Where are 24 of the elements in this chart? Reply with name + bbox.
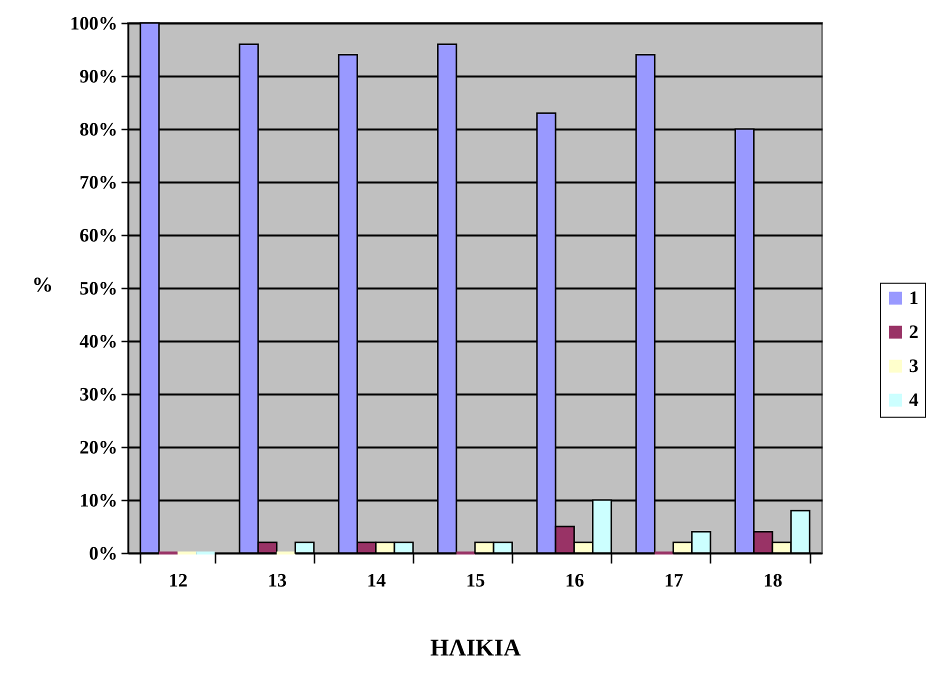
x-tick-label: 14: [366, 570, 386, 592]
y-tick-label: 10%: [80, 490, 118, 512]
legend-label: 1: [909, 288, 918, 310]
y-tick-label: 100%: [70, 14, 118, 34]
y-tick-label: 50%: [80, 278, 118, 300]
y-tick-label: 60%: [80, 226, 118, 246]
x-tick-label: 15: [466, 570, 485, 592]
x-tick-label: 18: [763, 570, 782, 592]
x-axis-title: ΗΛΙΚΙΑ: [430, 636, 522, 662]
y-tick-label: 40%: [80, 332, 118, 352]
y-tick-label: 0%: [89, 544, 118, 564]
x-tick-label: 13: [268, 570, 287, 592]
y-tick-label: 80%: [80, 120, 118, 140]
legend-label: 2: [909, 322, 918, 344]
y-tick-label: 70%: [80, 172, 118, 194]
y-axis-title: %: [32, 272, 53, 296]
legend-label: 3: [909, 356, 918, 378]
y-tick-label: 20%: [80, 438, 118, 458]
y-tick-label: 90%: [80, 66, 118, 88]
y-tick-label: 30%: [80, 384, 118, 406]
x-tick-label: 17: [664, 570, 684, 592]
x-tick-label: 12: [168, 570, 188, 592]
x-tick-label: 16: [565, 570, 584, 592]
legend-label: 4: [909, 390, 919, 412]
